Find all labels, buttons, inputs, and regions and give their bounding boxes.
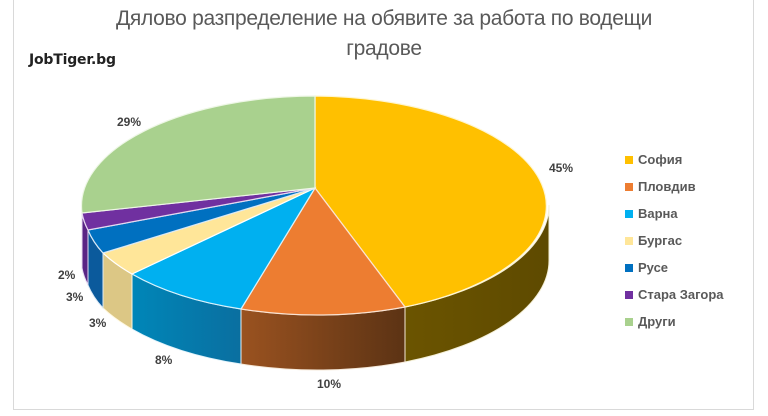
slice-plovdiv[interactable]	[240, 186, 407, 316]
legend-item-sofia[interactable]: София	[625, 146, 724, 173]
slice-sofia[interactable]	[314, 95, 547, 308]
chart-title-line1: Дялово разпределение на обявите за работ…	[115, 7, 653, 30]
legend-swatch-icon	[625, 290, 633, 299]
legend-label: Стара Загора	[638, 287, 724, 302]
legend-item-burgas[interactable]: Бургас	[625, 227, 724, 254]
legend-swatch-icon	[625, 263, 633, 272]
data-label-varna: 8%	[155, 353, 173, 367]
legend-swatch-icon	[625, 155, 633, 164]
legend-swatch-icon	[625, 182, 633, 191]
legend-label: Пловдив	[638, 179, 696, 194]
pie-top	[80, 95, 547, 316]
source-logo: JobTiger.bg	[29, 52, 116, 68]
slice-varna[interactable]	[130, 186, 317, 310]
data-label-plovdiv: 10%	[317, 377, 342, 391]
legend-item-ruse[interactable]: Русе	[625, 254, 724, 281]
slice-drugi[interactable]	[80, 95, 316, 214]
legend-swatch-icon	[625, 236, 633, 245]
slice-side-plovdiv	[240, 306, 406, 371]
legend-item-plovdiv[interactable]: Пловдив	[625, 173, 724, 200]
data-label-ruse: 3%	[66, 290, 84, 304]
legend-label: Русе	[638, 260, 669, 275]
chart-title-line2: градове	[346, 37, 422, 60]
legend-label: Варна	[638, 206, 678, 221]
pie-sides	[81, 204, 550, 371]
legend-label: Други	[638, 314, 676, 329]
legend-label: Бургас	[638, 233, 683, 248]
legend-item-drugi[interactable]: Други	[625, 308, 724, 335]
chart-legend: София Пловдив Варна Бургас Русе Стара За…	[625, 146, 724, 335]
legend-item-stara-zagora[interactable]: Стара Загора	[625, 281, 724, 308]
data-label-drugi: 29%	[117, 115, 142, 129]
legend-label: София	[638, 152, 683, 167]
chart-title: Дялово разпределение на обявите за работ…	[0, 4, 768, 64]
legend-swatch-icon	[625, 209, 633, 218]
legend-item-varna[interactable]: Варна	[625, 200, 724, 227]
legend-swatch-icon	[625, 317, 633, 326]
data-label-stara-zagora: 2%	[58, 268, 76, 282]
data-label-sofia: 45%	[549, 161, 574, 175]
data-label-burgas: 3%	[89, 316, 107, 330]
